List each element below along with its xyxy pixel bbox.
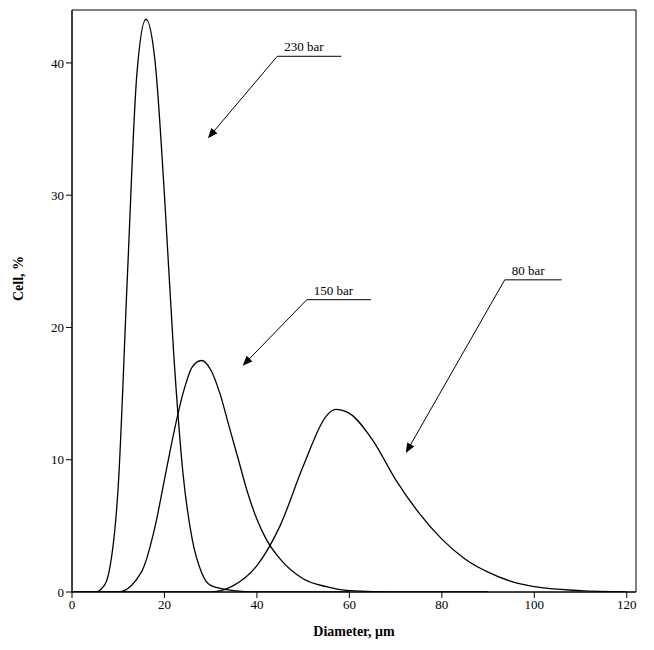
svg-text:30: 30 (51, 188, 64, 203)
svg-text:80 bar: 80 bar (512, 263, 546, 278)
svg-text:120: 120 (617, 597, 637, 612)
svg-text:150 bar: 150 bar (314, 283, 354, 298)
svg-text:10: 10 (51, 452, 64, 467)
svg-text:230 bar: 230 bar (284, 39, 324, 54)
svg-text:60: 60 (343, 597, 356, 612)
svg-text:20: 20 (158, 597, 171, 612)
svg-text:0: 0 (69, 597, 76, 612)
svg-text:100: 100 (525, 597, 545, 612)
svg-text:Diameter, μm: Diameter, μm (313, 624, 395, 639)
svg-text:40: 40 (250, 597, 263, 612)
svg-text:80: 80 (435, 597, 448, 612)
svg-text:0: 0 (58, 585, 65, 600)
svg-text:40: 40 (51, 56, 64, 71)
svg-text:20: 20 (51, 320, 64, 335)
svg-text:Cell, %: Cell, % (11, 256, 26, 301)
